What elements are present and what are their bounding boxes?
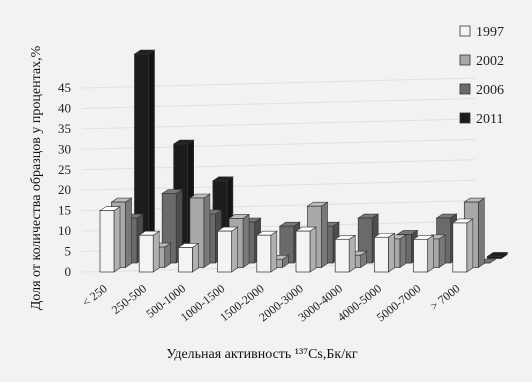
bars (99, 49, 509, 273)
y-tick-label: 40 (58, 100, 71, 115)
legend-item-2006: 2006 (459, 83, 504, 98)
bar-1997-6 (334, 234, 357, 273)
legend-swatch (459, 112, 471, 124)
bar-1997-4 (255, 230, 278, 273)
bar-2011-9 (486, 251, 509, 260)
x-axis-title: Удельная активность ¹³⁷Cs,Бк/кг (166, 347, 358, 362)
x-tick-label: 5000-7000 (374, 281, 424, 324)
y-tick-label: 30 (58, 141, 71, 156)
x-axis-ticks: < 250 250-500500-10001000-15001500-200020… (79, 281, 462, 324)
bar-1997-7 (373, 232, 396, 273)
y-axis-title: Доля от количества образцов у процентах,… (29, 45, 44, 310)
x-tick-label: < 250 (79, 281, 110, 309)
y-tick-label: 5 (65, 244, 72, 259)
legend: 1997 2002 2006 2011 (459, 25, 504, 127)
legend-label: 2006 (476, 83, 504, 98)
y-tick-label: 0 (65, 264, 72, 279)
y-tick-label: 15 (58, 203, 71, 218)
legend-item-2002: 2002 (459, 54, 504, 69)
y-tick-label: 45 (58, 80, 71, 95)
bar-1997-9 (451, 218, 474, 273)
legend-label: 2002 (476, 54, 504, 69)
legend-label: 2011 (476, 112, 503, 127)
bar-1997-2 (177, 242, 200, 273)
legend-item-1997: 1997 (459, 25, 504, 40)
x-tick-label: > 7000 (427, 281, 462, 313)
y-tick-label: 10 (58, 223, 71, 238)
bar-1997-5 (295, 226, 317, 273)
bar-1997-1 (138, 230, 161, 273)
bar-2011-0 (133, 49, 156, 260)
legend-swatch (459, 25, 471, 37)
bar-1997-3 (216, 226, 239, 273)
legend-item-2011: 2011 (459, 112, 503, 127)
x-tick-label: 250-500 (109, 281, 149, 317)
legend-swatch (459, 54, 471, 66)
y-tick-label: 20 (58, 182, 71, 197)
legend-label: 1997 (476, 25, 504, 40)
y-tick-label: 35 (58, 121, 71, 136)
bar-1997-8 (412, 234, 435, 273)
bar-1997-0 (99, 206, 121, 273)
y-tick-label: 25 (58, 162, 71, 177)
legend-swatch (459, 83, 471, 95)
y-axis-ticks: 0 5 10 15 20 25 30 35 40 45 (58, 80, 71, 279)
